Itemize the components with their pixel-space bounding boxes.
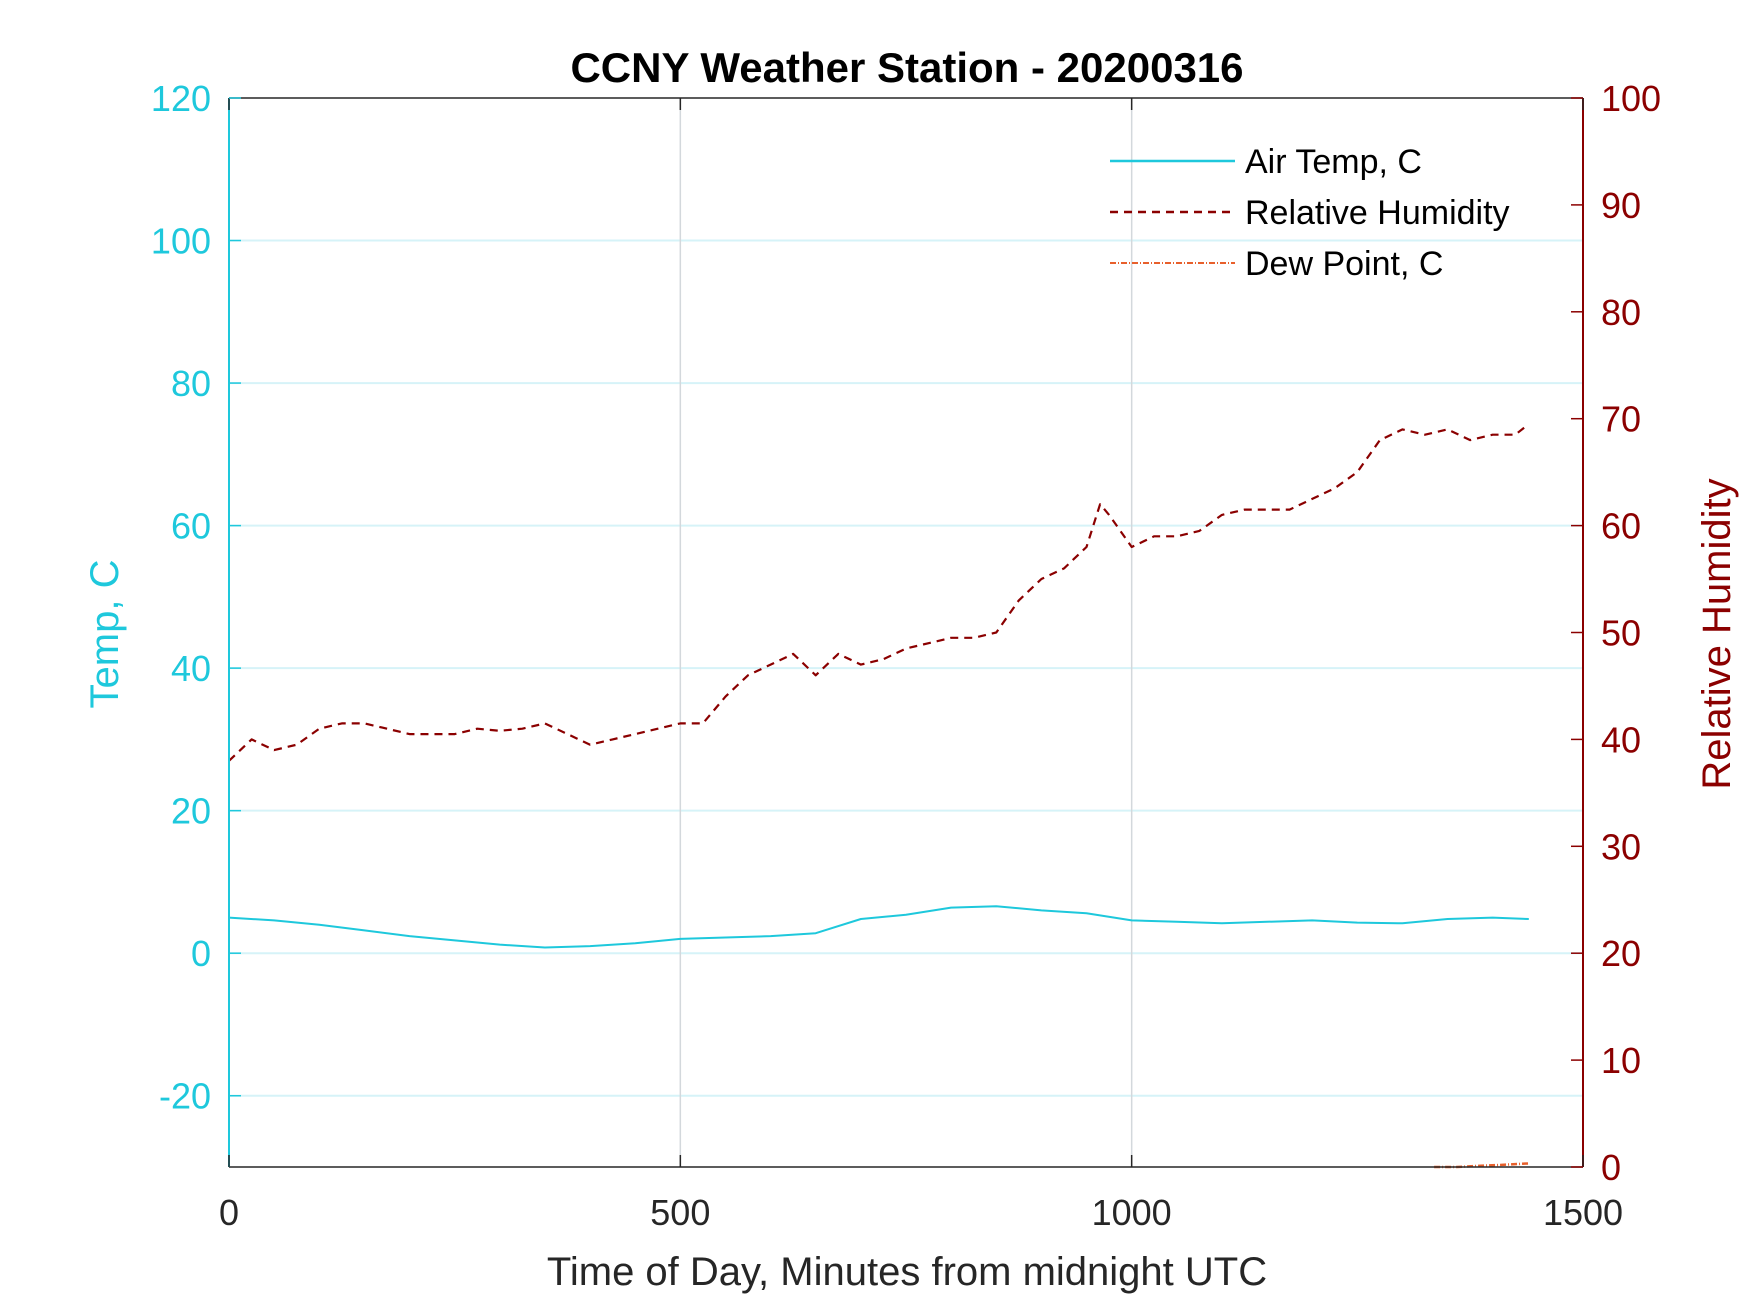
y-tick-label-right: 20: [1601, 933, 1641, 974]
legend-label-air-temp: Air Temp, C: [1245, 143, 1422, 181]
y-tick-label-right: 90: [1601, 185, 1641, 226]
y-tick-label-right: 10: [1601, 1040, 1641, 1081]
y-tick-label-right: 60: [1601, 506, 1641, 547]
grid: [229, 98, 1583, 1167]
x-tick-label: 1500: [1543, 1192, 1623, 1233]
x-axis-label: Time of Day, Minutes from midnight UTC: [547, 1250, 1267, 1294]
y-tick-label-left: 100: [151, 221, 211, 262]
tick-labels: 0 500 1000 1500 -20 0 20 40 60 80 100 120 0 10 20 30 40 5…: [151, 78, 1661, 1233]
series-lines: [228, 423, 1530, 1169]
y-tick-label-right: 70: [1601, 399, 1641, 440]
y-axis-label-left: Temp, C: [83, 560, 127, 709]
series-line-relative-humidity: [228, 423, 1530, 762]
x-tick-label: 0: [219, 1192, 239, 1233]
axes: [228, 97, 1584, 1168]
y-tick-label-left: 60: [171, 506, 211, 547]
chart-title: CCNY Weather Station - 20200316: [570, 44, 1243, 91]
y-tick-label-right: 80: [1601, 292, 1641, 333]
y-tick-label-left: 120: [151, 78, 211, 119]
legend-label-relative-humidity: Relative Humidity: [1245, 194, 1510, 232]
y-tick-label-left: 40: [171, 648, 211, 689]
y-tick-label-left: -20: [159, 1076, 211, 1117]
x-tick-label: 500: [650, 1192, 710, 1233]
series-line-air-temp-c: [228, 905, 1529, 949]
y-tick-label-right: 30: [1601, 826, 1641, 867]
y-tick-label-left: 80: [171, 363, 211, 404]
y-tick-label-right: 100: [1601, 78, 1661, 119]
legend: Air Temp, C Relative Humidity Dew Point,…: [1110, 143, 1510, 283]
legend-label-dew-point: Dew Point, C: [1245, 245, 1443, 283]
y-tick-label-left: 20: [171, 791, 211, 832]
y-tick-label-right: 40: [1601, 719, 1641, 760]
y-tick-label-left: 0: [191, 933, 211, 974]
y-tick-label-right: 0: [1601, 1147, 1621, 1188]
y-tick-label-right: 50: [1601, 613, 1641, 654]
y-axis-label-right: Relative Humidity: [1695, 478, 1739, 789]
x-tick-label: 1000: [1092, 1192, 1172, 1233]
